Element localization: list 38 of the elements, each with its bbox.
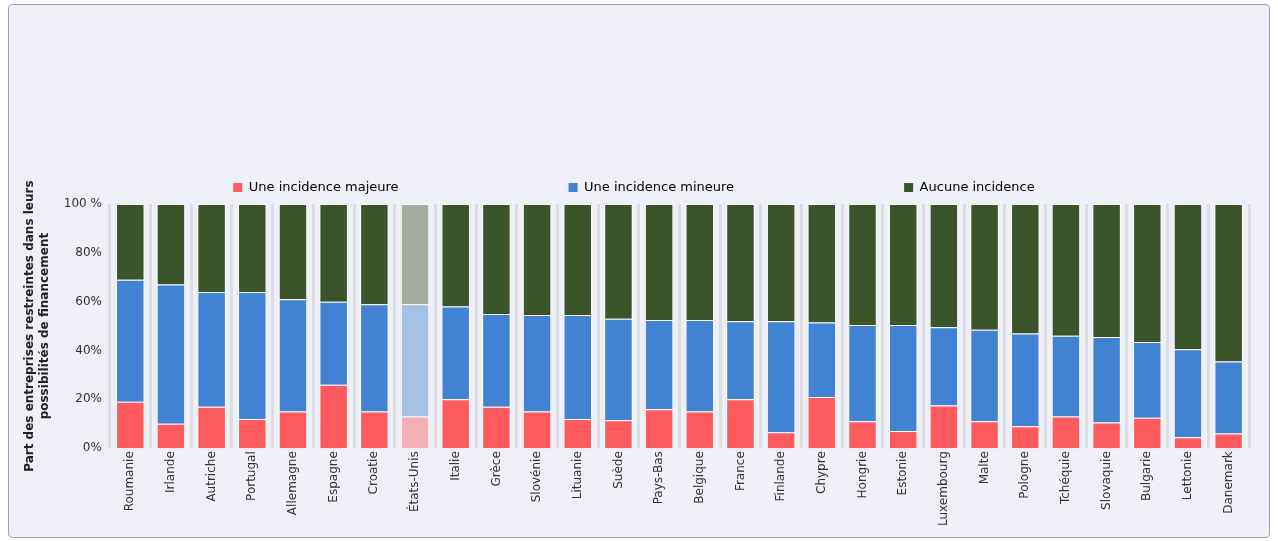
x-tick-label: Roumanie	[122, 451, 137, 512]
x-tick-label: Italie	[447, 451, 462, 481]
x-tick-label: Pologne	[1017, 451, 1032, 499]
y-axis-title: Part des entreprises restreintes dans leurs possibilités de financement	[22, 180, 51, 472]
x-tick-label: Slovaquie	[1098, 451, 1113, 510]
y-tick-label: 40%	[75, 342, 102, 357]
legend-label: Une incidence majeure	[248, 178, 399, 194]
x-tick-label: Tchéquie	[1058, 451, 1073, 506]
y-tick-label: 60%	[75, 293, 102, 308]
x-tick-label: Hongrie	[854, 451, 869, 499]
x-tick-label: Grèce	[488, 451, 503, 487]
x-tick-label: Luxembourg	[936, 451, 951, 527]
x-tick-label: Danemark	[1220, 451, 1235, 514]
x-tick-label: Irlande	[163, 451, 178, 493]
x-tick-label: Bulgarie	[1139, 451, 1154, 502]
y-tick-label: 20%	[75, 391, 102, 406]
y-tick-label: 80%	[75, 244, 102, 259]
x-tick-label: Pays-Bas	[651, 451, 666, 505]
legend-label: Une incidence mineure	[584, 178, 735, 194]
x-tick-label: Slovénie	[529, 451, 544, 503]
x-tick-label: France	[732, 451, 747, 492]
x-tick-label: Allemagne	[285, 451, 300, 516]
x-tick-label: États-Unis	[406, 451, 422, 513]
x-tick-label: Croatie	[366, 451, 381, 495]
y-tick-label: 100 %	[63, 196, 102, 211]
y-tick-label: 0%	[82, 440, 102, 455]
x-tick-label: Espagne	[325, 451, 340, 503]
x-tick-label: Finlande	[773, 451, 788, 502]
x-tick-label: Chypre	[813, 451, 828, 494]
x-tick-label: Estonie	[895, 451, 910, 496]
x-tick-label: Suède	[610, 451, 625, 489]
x-tick-label: Lettonie	[1180, 451, 1195, 501]
x-tick-label: Portugal	[244, 451, 259, 501]
x-tick-label: Malte	[976, 451, 991, 485]
x-tick-label: Belgique	[691, 451, 706, 504]
x-tick-label: Autriche	[203, 451, 218, 502]
x-tick-label: Lituanie	[569, 451, 584, 500]
legend-label: Aucune incidence	[919, 178, 1035, 194]
